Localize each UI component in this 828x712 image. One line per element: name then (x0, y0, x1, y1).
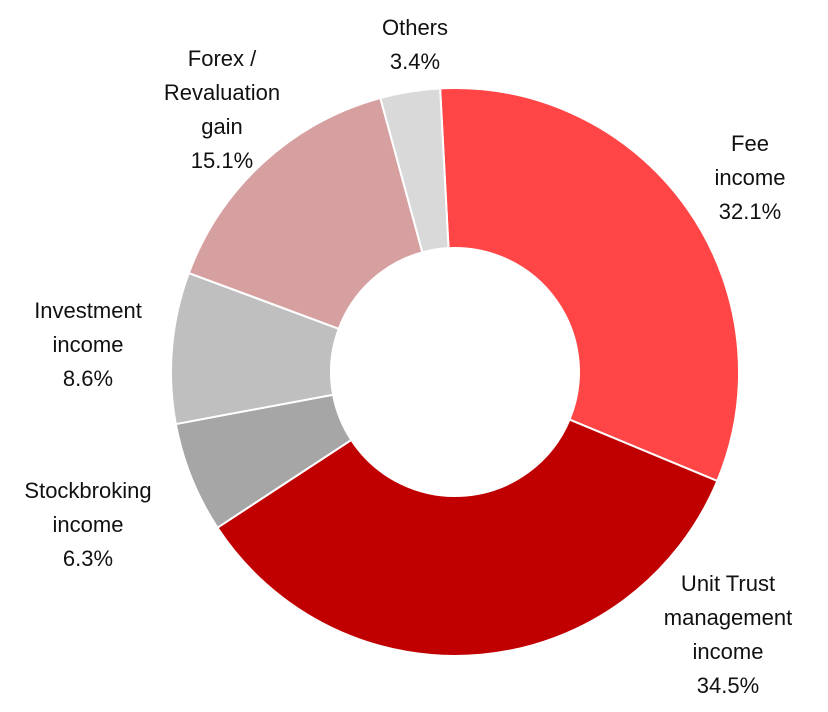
category-label: Fee income (714, 131, 786, 190)
slice-label: Stockbroking income 6.3% (24, 474, 151, 576)
donut-slice (216, 418, 719, 657)
value-label: 34.5% (696, 673, 760, 698)
category-label: Investment income (34, 298, 142, 357)
value-label: 32.1% (718, 199, 782, 224)
donut-slice (439, 87, 740, 483)
slice-label: Unit Trust management income 34.5% (664, 567, 792, 703)
value-label: 6.3% (62, 546, 114, 571)
category-label: Stockbroking income (24, 478, 152, 537)
donut-slice (187, 96, 424, 331)
donut-slice (379, 87, 450, 254)
value-label: 8.6% (62, 366, 114, 391)
category-label: Unit Trust management income (663, 571, 793, 664)
slice-label: Investment income 8.6% (34, 294, 142, 396)
slice-label: Fee income 32.1% (711, 127, 789, 229)
value-label: 15.1% (190, 148, 254, 173)
slice-label: Forex / Revaluation gain 15.1% (164, 42, 280, 178)
slice-label: Others 3.4% (382, 11, 448, 79)
category-label: Forex / Revaluation gain (163, 46, 281, 139)
category-label: Others (381, 15, 449, 40)
value-label: 3.4% (389, 49, 441, 74)
